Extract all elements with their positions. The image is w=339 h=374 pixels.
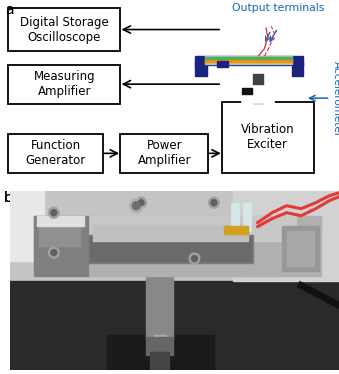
Bar (10, 280, 339, 370)
Bar (146, 337, 173, 355)
Circle shape (51, 210, 57, 216)
Bar (243, 203, 251, 231)
FancyBboxPatch shape (120, 134, 208, 173)
Bar (292, 62, 303, 76)
Bar (282, 226, 319, 270)
Bar (286, 231, 314, 266)
Text: Accelerometer: Accelerometer (332, 61, 339, 137)
FancyBboxPatch shape (8, 64, 120, 104)
Bar (39, 224, 80, 246)
Text: a: a (5, 3, 14, 17)
Bar (150, 352, 169, 370)
Bar (35, 216, 321, 276)
Circle shape (48, 247, 59, 258)
Bar (253, 74, 263, 103)
Bar (10, 191, 339, 280)
Bar (205, 56, 292, 64)
Bar (242, 88, 252, 94)
Circle shape (138, 200, 144, 206)
Bar (195, 55, 303, 64)
Bar (233, 191, 339, 280)
Circle shape (48, 207, 59, 218)
Text: Vibration
Exciter: Vibration Exciter (241, 123, 295, 151)
Bar (44, 216, 296, 240)
Bar (88, 234, 253, 263)
Circle shape (51, 249, 57, 255)
Text: Function
Generator: Function Generator (26, 140, 86, 167)
Bar (10, 191, 44, 261)
Bar (154, 335, 166, 350)
Bar (205, 57, 292, 59)
Circle shape (211, 200, 217, 206)
Text: b: b (4, 191, 13, 205)
Circle shape (129, 199, 143, 213)
Text: Output terminals: Output terminals (232, 3, 324, 13)
Text: b: b (4, 191, 13, 205)
FancyBboxPatch shape (8, 134, 103, 173)
FancyBboxPatch shape (222, 102, 314, 173)
Circle shape (208, 197, 219, 208)
Bar (90, 237, 251, 261)
Circle shape (136, 197, 146, 208)
Bar (223, 226, 248, 234)
Bar (217, 61, 228, 67)
Bar (146, 266, 173, 340)
Bar (37, 216, 84, 226)
Bar (242, 86, 274, 103)
Bar (195, 62, 207, 76)
Bar (35, 216, 88, 276)
Circle shape (133, 202, 140, 210)
Bar (205, 59, 292, 62)
Bar (93, 225, 248, 240)
Circle shape (192, 255, 197, 261)
FancyBboxPatch shape (8, 9, 120, 52)
Text: Power
Amplifier: Power Amplifier (138, 140, 191, 167)
Bar (107, 335, 214, 370)
Text: Digital Storage
Oscilloscope: Digital Storage Oscilloscope (20, 16, 109, 44)
Text: Measuring
Amplifier: Measuring Amplifier (34, 70, 95, 98)
Bar (231, 203, 239, 231)
Circle shape (189, 253, 200, 264)
